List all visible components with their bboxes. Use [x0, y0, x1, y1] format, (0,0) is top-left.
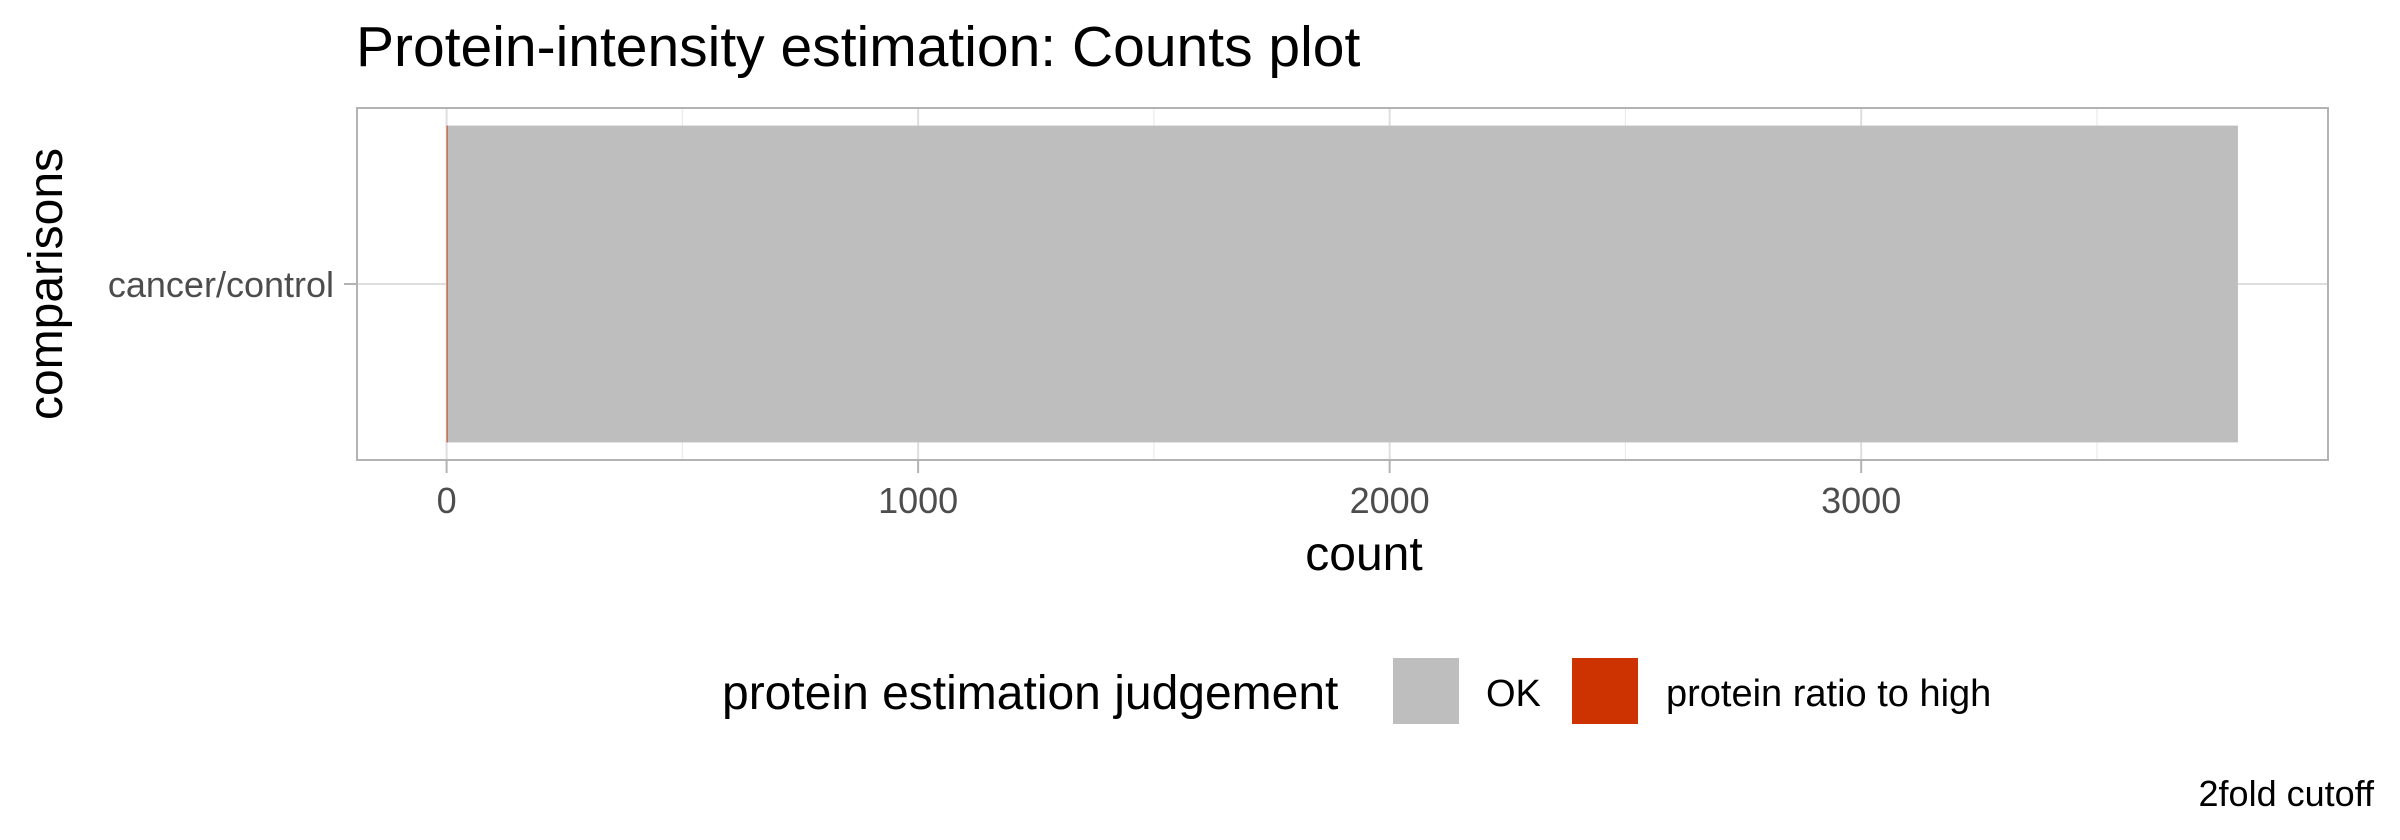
- legend: protein estimation judgement OK protein …: [722, 658, 1991, 724]
- y-axis-title: comparisons: [20, 148, 73, 420]
- bars: [446, 125, 2238, 443]
- x-tick-label: 1000: [878, 480, 958, 521]
- legend-swatch-protein-ratio-to-high: [1572, 658, 1638, 724]
- legend-label-ok: OK: [1486, 673, 1541, 715]
- legend-label-protein-ratio-to-high: protein ratio to high: [1666, 673, 1991, 715]
- x-tick-label: 3000: [1821, 480, 1901, 521]
- legend-title: protein estimation judgement: [722, 667, 1338, 720]
- x-axis-title: count: [1305, 528, 1422, 581]
- y-tick-label: cancer/control: [108, 264, 334, 305]
- x-axis: 0 1000 2000 3000: [437, 460, 1901, 521]
- caption: 2fold cutoff: [2199, 773, 2375, 814]
- bar-protein-ratio-to-high: [446, 125, 449, 443]
- chart-title: Protein-intensity estimation: Counts plo…: [356, 15, 1360, 79]
- legend-swatch-ok: [1393, 658, 1459, 724]
- x-tick-label: 0: [437, 480, 457, 521]
- x-tick-label: 2000: [1350, 480, 1430, 521]
- y-axis: cancer/control: [108, 264, 357, 305]
- bar-ok: [447, 125, 2238, 443]
